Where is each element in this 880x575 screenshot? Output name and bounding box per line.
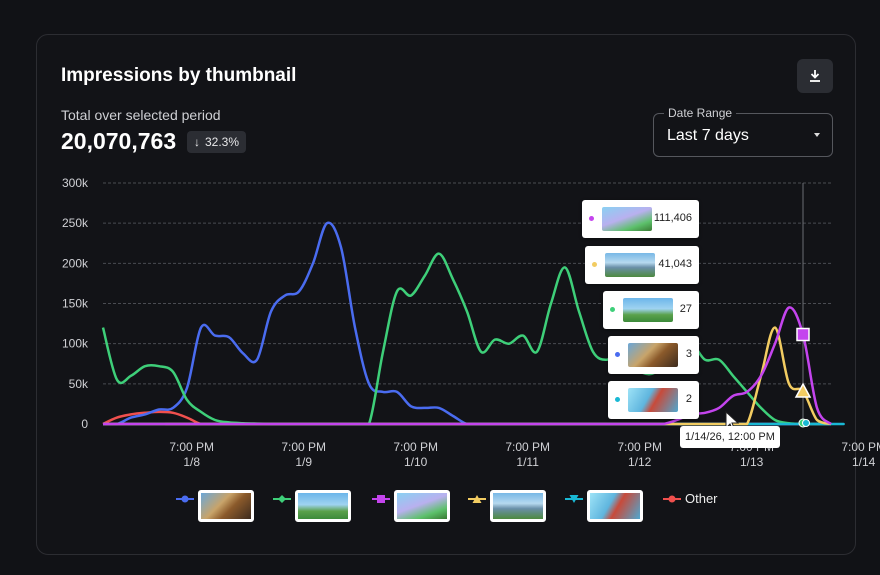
- legend-marker-red: [663, 495, 681, 503]
- x-tick-label-time: 7:00 PM: [617, 440, 662, 454]
- hover-marker-cyan: [802, 419, 810, 427]
- tooltip-dot: [589, 216, 594, 221]
- legend-thumbnail: [295, 490, 351, 522]
- hover-marker-magenta: [796, 327, 810, 342]
- legend-thumbnail: [490, 490, 546, 522]
- tooltip-dot: [615, 397, 620, 402]
- tooltip-dot: [615, 352, 620, 357]
- tooltip-row-green: 27: [603, 291, 699, 329]
- hover-date-label: 1/14/26, 12:00 PM: [680, 426, 780, 448]
- thumbnail-image: [623, 298, 673, 322]
- y-tick-label: 0: [81, 417, 88, 431]
- thumbnail-image: [628, 388, 678, 412]
- x-tick-label-date: 1/9: [295, 455, 312, 469]
- tooltip-row-magenta: 111,406: [582, 200, 699, 238]
- x-tick-label-time: 7:00 PM: [505, 440, 550, 454]
- date-range-label: Date Range: [664, 106, 737, 120]
- x-tick-label-date: 1/10: [404, 455, 428, 469]
- impressions-card: Impressions by thumbnail Total over sele…: [36, 34, 856, 555]
- x-tick-label-date: 1/12: [628, 455, 652, 469]
- hover-marker-yellow: [794, 382, 812, 398]
- legend-marker-blue: [176, 495, 194, 503]
- legend-marker-yellow: [468, 495, 486, 503]
- x-tick-label-date: 1/8: [183, 455, 200, 469]
- legend-marker-cyan: [565, 495, 583, 503]
- tooltip-dot: [592, 262, 597, 267]
- x-tick-label-time: 7:00 PM: [281, 440, 326, 454]
- total-value: 20,070,763: [61, 128, 177, 154]
- tooltip-value: 111,406: [653, 212, 692, 224]
- tooltip-value: 41,043: [658, 258, 692, 270]
- y-tick-label: 250k: [62, 216, 89, 230]
- y-tick-label: 100k: [62, 337, 89, 351]
- legend-marker-magenta: [372, 495, 390, 503]
- date-range-value: Last 7 days: [667, 127, 749, 144]
- thumbnail-image: [602, 207, 652, 231]
- thumbnail-image: [628, 343, 678, 367]
- caret-down-icon: [814, 133, 820, 137]
- series-line-blue: [103, 221, 831, 426]
- tooltip-row-blue: 3: [608, 336, 699, 374]
- card-title: Impressions by thumbnail: [61, 65, 297, 86]
- x-tick-label-time: 7:00 PM: [841, 440, 880, 454]
- series-line-magenta: [103, 306, 832, 426]
- legend-thumbnail: [198, 490, 254, 522]
- y-tick-label: 50k: [69, 377, 89, 391]
- tooltip-row-cyan: 2: [608, 381, 699, 419]
- arrow-down-icon: ↓: [194, 135, 200, 149]
- tooltip-row-yellow: 41,043: [585, 246, 699, 284]
- change-value: 32.3%: [205, 135, 240, 149]
- legend-label-other: Other: [685, 491, 718, 506]
- x-tick-label-date: 1/11: [516, 455, 539, 469]
- x-tick-label-date: 1/13: [740, 455, 764, 469]
- y-tick-label: 200k: [62, 256, 89, 270]
- tooltip-dot: [610, 307, 615, 312]
- x-tick-label-date: 1/14: [852, 455, 876, 469]
- thumbnail-image: [605, 253, 655, 277]
- download-icon: [810, 70, 820, 82]
- tooltip-value: 3: [685, 348, 692, 360]
- x-tick-label-time: 7:00 PM: [169, 440, 214, 454]
- x-tick-label-time: 7:00 PM: [393, 440, 438, 454]
- series-line-green: [101, 252, 831, 426]
- total-label: Total over selected period: [61, 107, 221, 123]
- legend-thumbnail: [394, 490, 450, 522]
- date-range-select[interactable]: Date Range Last 7 days: [653, 106, 833, 157]
- legend-thumbnail: [587, 490, 643, 522]
- legend-marker-green: [273, 495, 291, 503]
- series-line-yellow: [103, 326, 832, 426]
- y-tick-label: 150k: [62, 297, 89, 311]
- change-badge: ↓ 32.3%: [187, 131, 247, 153]
- tooltip-value: 2: [685, 393, 692, 405]
- tooltip-value: 27: [679, 303, 692, 315]
- y-tick-label: 300k: [62, 176, 89, 190]
- download-button[interactable]: [797, 59, 833, 93]
